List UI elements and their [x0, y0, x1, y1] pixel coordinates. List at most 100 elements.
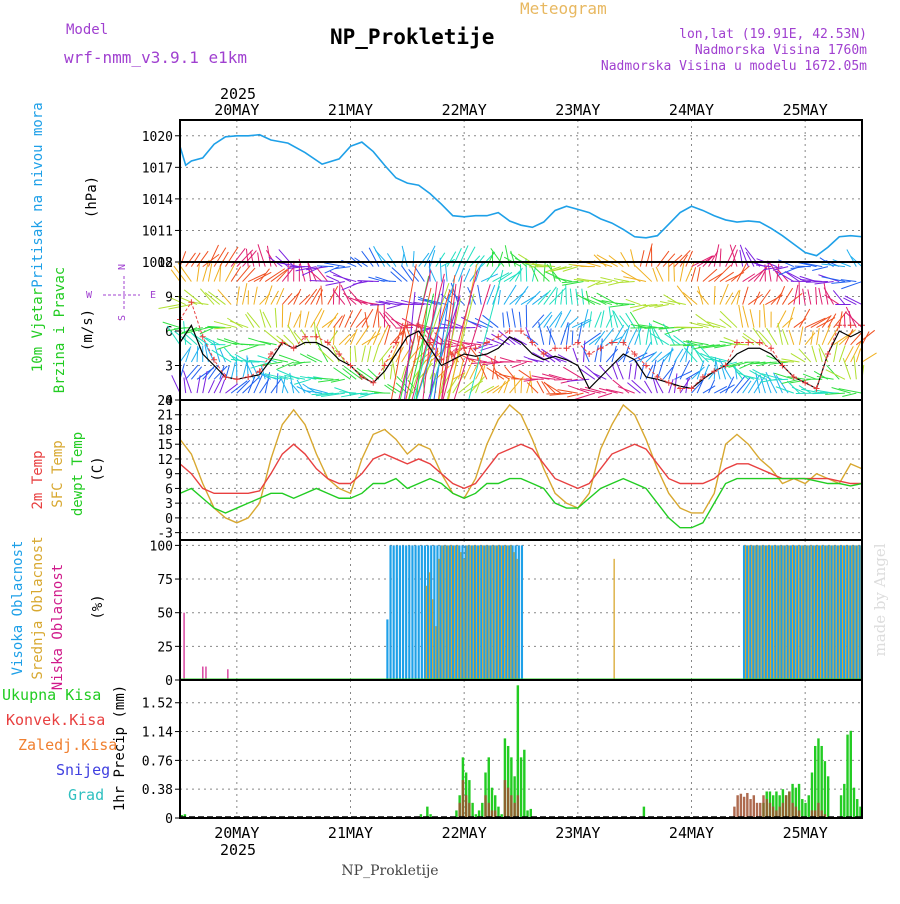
altitude-label: Nadmorska Visina 1760m [695, 43, 867, 58]
compass-s: S [117, 315, 128, 321]
wind-arrow [186, 253, 196, 267]
wind-arrow [794, 285, 798, 305]
wind-arrow [464, 269, 470, 282]
wind-arrow [487, 368, 504, 380]
wind-arrow [549, 328, 551, 344]
watermark: made by Angel [871, 543, 889, 656]
wind-arrow [368, 332, 376, 345]
wind-arrow [328, 286, 338, 304]
wind-arrow [368, 369, 379, 379]
wind-arrow [577, 295, 595, 305]
total-rain-bar [853, 788, 855, 818]
wind-arrow [521, 379, 522, 393]
wind-arrow [669, 379, 673, 393]
y-tick-label: 1017 [142, 161, 173, 176]
y-tick-label: 50 [157, 607, 173, 622]
wind-arrow [218, 290, 231, 305]
wind-arrow [265, 285, 272, 304]
wind-arrow [294, 379, 311, 384]
wind-arrow [357, 281, 379, 282]
wind-arrow [239, 345, 259, 352]
temp-unit: (C) [90, 456, 106, 481]
wind-arrow [799, 309, 809, 328]
wind-arrow [493, 380, 510, 393]
wind-arrow [851, 333, 862, 345]
wind-arrows [159, 244, 877, 401]
wind-arrow [598, 393, 612, 397]
wind-arrow [316, 267, 327, 281]
wind-arrow [317, 327, 322, 345]
total-rain-bar [827, 776, 829, 818]
wind-arrow [200, 289, 214, 305]
wind-arrow [739, 305, 743, 328]
wind-arrow [834, 343, 838, 362]
wind-arrow [391, 272, 402, 282]
wind-arrow [504, 285, 516, 304]
wind-arrow [771, 293, 782, 305]
y-tick-label: 6 [165, 482, 173, 497]
wind-arrow [620, 316, 629, 328]
wind-arrow [822, 277, 845, 282]
y-tick-label: 24 [157, 394, 173, 409]
wind-arrow [616, 303, 635, 304]
wind-arrow [314, 322, 316, 345]
wind-arrow [674, 250, 690, 266]
wind-arrow [503, 313, 504, 328]
total-rain-bar [471, 803, 473, 818]
wind-arrow [854, 355, 856, 379]
wind-arrow [330, 271, 351, 281]
wind-arrow [616, 282, 634, 283]
wind-arrow [805, 333, 815, 345]
wind-arrow [764, 304, 766, 328]
wind-arrow [583, 298, 600, 305]
wind-arrow [231, 248, 245, 266]
wind-arrow [680, 360, 690, 379]
wind-gust-point [245, 374, 251, 380]
conv-rain-bar [762, 795, 764, 818]
total-rain-bar [820, 746, 822, 818]
wind-arrow [843, 358, 850, 379]
wind-arrow [413, 251, 414, 267]
y-tick-label: 1.14 [142, 726, 173, 741]
wind-arrow [726, 377, 734, 393]
wind-arrow [387, 305, 402, 309]
model-label: Model [66, 22, 108, 38]
wind-arrow [373, 344, 379, 362]
wind-arrow [680, 378, 690, 393]
wind-arrow [429, 260, 430, 282]
wind-arrow [635, 326, 642, 345]
wind-gust-point [768, 345, 774, 351]
wind-arrow [368, 346, 371, 362]
wind-arrow [197, 346, 198, 362]
conv-rain-bar [736, 795, 738, 818]
wind-arrow [217, 345, 231, 350]
footer-label: NP_Prokletije [341, 863, 438, 879]
wind-arrow [378, 305, 379, 328]
wind-gust-point [552, 345, 558, 351]
legend-strat-rain: Zaledj.Kisa [18, 736, 117, 754]
wind-arrow [237, 287, 239, 305]
bottom-day-label: 20MAY [214, 824, 259, 842]
wind-arrow [635, 265, 652, 281]
wind-arrow [778, 323, 783, 345]
wind-arrow [657, 251, 669, 267]
y-tick-label: 0.38 [142, 783, 173, 798]
y-tick-label: 0 [165, 512, 173, 527]
wind-arrow [819, 288, 822, 305]
wind-arrow [471, 362, 492, 363]
wind-arrow [825, 393, 845, 394]
y-tick-label: 9 [165, 468, 173, 483]
y-tick-label: 3 [165, 497, 173, 512]
wind-arrow [365, 312, 368, 327]
wind-arrow [305, 311, 309, 327]
wind-arrow [385, 325, 390, 345]
temp-ylabel-3: dewpt Temp [70, 432, 86, 516]
wind-arrow [370, 305, 385, 306]
wind-gust-point [473, 345, 479, 351]
wind-arrow [610, 305, 629, 307]
conv-rain-bar [513, 803, 515, 818]
temp-2m-line [180, 444, 862, 493]
